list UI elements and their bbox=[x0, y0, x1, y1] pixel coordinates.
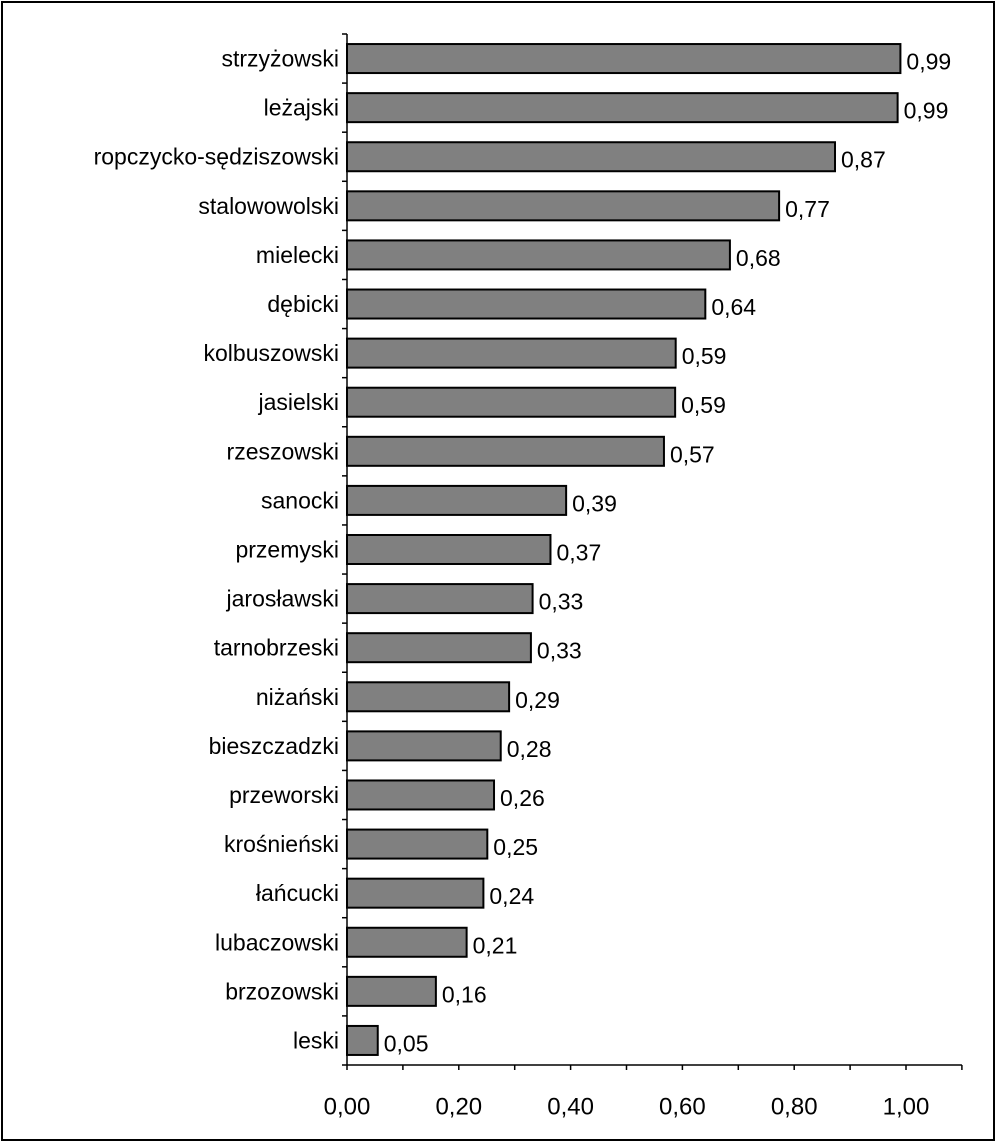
value-label: 0,26 bbox=[500, 785, 545, 811]
bar bbox=[346, 534, 552, 565]
category-label: leżajski bbox=[264, 95, 339, 121]
category-label: dębicki bbox=[267, 291, 339, 317]
bars-layer bbox=[346, 43, 902, 1056]
category-label: ropczycko-sędziszowski bbox=[94, 144, 339, 170]
x-tick-label: 1,00 bbox=[883, 1094, 930, 1121]
category-label: jasielski bbox=[257, 389, 339, 415]
bar bbox=[346, 435, 665, 467]
bar bbox=[346, 386, 677, 418]
value-label: 0,39 bbox=[572, 490, 617, 516]
value-label: 0,99 bbox=[904, 98, 949, 124]
x-tick-label: 0,20 bbox=[435, 1094, 482, 1121]
value-label: 0,05 bbox=[384, 1030, 429, 1056]
category-label: krośnieński bbox=[224, 831, 339, 857]
x-tick-label: 0,60 bbox=[659, 1094, 706, 1121]
bar bbox=[346, 337, 677, 369]
bar bbox=[346, 779, 496, 811]
category-label: niżański bbox=[256, 684, 339, 710]
value-label: 0,24 bbox=[489, 883, 534, 909]
axes-layer bbox=[342, 33, 963, 1070]
bar bbox=[346, 1024, 379, 1056]
value-label: 0,28 bbox=[507, 736, 552, 762]
value-label: 0,33 bbox=[537, 638, 582, 664]
value-label: 0,59 bbox=[681, 392, 726, 418]
category-label: rzeszowski bbox=[227, 438, 339, 464]
category-label: brzozowski bbox=[225, 978, 339, 1004]
bar bbox=[346, 730, 502, 762]
bar bbox=[346, 583, 534, 615]
bar bbox=[346, 926, 468, 958]
labels-layer: strzyżowski 0,99 leżajski 0,99 ropczycko-sęd… bbox=[94, 46, 952, 1121]
value-label: 0,37 bbox=[556, 540, 601, 566]
category-label: łańcucki bbox=[256, 880, 339, 906]
category-label: przemyski bbox=[235, 537, 339, 563]
bar bbox=[346, 828, 489, 860]
category-label: lubaczowski bbox=[215, 929, 339, 955]
category-label: mielecki bbox=[256, 242, 339, 268]
bar bbox=[346, 43, 902, 75]
x-tick-label: 0,40 bbox=[547, 1094, 594, 1121]
category-label: bieszczadzki bbox=[209, 733, 339, 759]
value-label: 0,21 bbox=[473, 932, 518, 958]
value-label: 0,87 bbox=[841, 147, 886, 173]
bar bbox=[346, 190, 781, 222]
value-label: 0,57 bbox=[670, 441, 715, 467]
bar bbox=[346, 681, 511, 713]
bar bbox=[346, 484, 568, 516]
value-label: 0,68 bbox=[736, 245, 781, 271]
category-label: tarnobrzeski bbox=[214, 635, 339, 661]
value-label: 0,29 bbox=[515, 687, 560, 713]
x-tick-label: 0,00 bbox=[324, 1094, 371, 1121]
value-label: 0,77 bbox=[785, 196, 830, 222]
category-label: kolbuszowski bbox=[204, 340, 340, 366]
category-label: sanocki bbox=[261, 487, 339, 513]
category-label: stalowowolski bbox=[198, 193, 339, 219]
value-label: 0,33 bbox=[539, 589, 584, 615]
x-tick-label: 0,80 bbox=[771, 1094, 818, 1121]
bar bbox=[346, 141, 837, 173]
value-label: 0,64 bbox=[711, 294, 756, 320]
value-label: 0,25 bbox=[493, 834, 538, 860]
value-label: 0,59 bbox=[682, 343, 727, 369]
bar bbox=[346, 877, 485, 909]
category-label: przeworski bbox=[229, 782, 339, 808]
category-label: jarosławski bbox=[226, 586, 339, 612]
category-label: leski bbox=[293, 1027, 339, 1053]
bar bbox=[346, 92, 899, 124]
bar bbox=[346, 975, 437, 1007]
bar bbox=[346, 288, 707, 320]
bar bbox=[346, 239, 731, 271]
category-label: strzyżowski bbox=[221, 46, 339, 72]
bar bbox=[346, 632, 532, 664]
value-label: 0,99 bbox=[906, 49, 951, 75]
value-label: 0,16 bbox=[442, 981, 487, 1007]
